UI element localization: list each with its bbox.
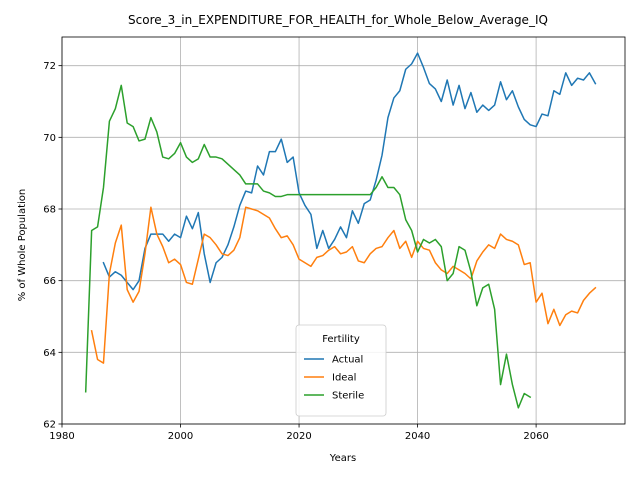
plot-frame xyxy=(61,36,626,425)
legend-label-ideal: Ideal xyxy=(332,373,356,384)
y-tick-label: 70 xyxy=(43,133,56,144)
x-axis: 1980 2000 2020 2040 2060 xyxy=(49,424,549,442)
legend: Fertility Actual Ideal Sterile xyxy=(295,324,387,417)
y-axis-label: % of Whole Population xyxy=(17,189,28,302)
y-axis: 62 64 66 68 70 72 xyxy=(43,61,62,431)
chart-title: Score_3_in_EXPENDITURE_FOR_HEALTH_for_Wh… xyxy=(128,13,548,27)
x-tick-label: 1980 xyxy=(49,431,74,442)
y-tick-label: 66 xyxy=(43,276,56,287)
x-tick-label: 2020 xyxy=(286,431,311,442)
y-tick-label: 62 xyxy=(43,420,56,431)
series-line-sterile xyxy=(84,84,532,409)
x-axis-label: Years xyxy=(329,453,356,464)
series-line-ideal xyxy=(90,206,597,364)
y-tick-label: 64 xyxy=(43,348,56,359)
x-tick-label: 2040 xyxy=(405,431,430,442)
legend-label-actual: Actual xyxy=(332,355,363,366)
plot-area xyxy=(84,52,597,409)
y-tick-label: 72 xyxy=(43,61,56,72)
series-line-actual xyxy=(102,52,597,291)
legend-label-sterile: Sterile xyxy=(332,391,364,402)
x-tick-label: 2060 xyxy=(523,431,548,442)
y-tick-label: 68 xyxy=(43,205,56,216)
x-tick-label: 2000 xyxy=(168,431,193,442)
legend-title: Fertility xyxy=(322,334,360,345)
legend-box xyxy=(295,324,387,417)
